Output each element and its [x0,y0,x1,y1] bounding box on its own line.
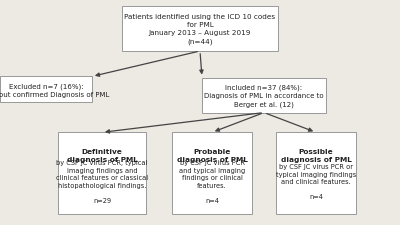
FancyBboxPatch shape [172,133,252,214]
Text: Definitive
diagnosis of PML: Definitive diagnosis of PML [66,149,138,162]
Text: by CSF JC virus PCR or
typical imaging findings
and clinical features.

n=4: by CSF JC virus PCR or typical imaging f… [276,163,356,199]
FancyBboxPatch shape [0,77,92,103]
Text: Patients identified using the ICD 10 codes
for PML
January 2013 – August 2019
(n: Patients identified using the ICD 10 cod… [124,14,276,44]
Text: Included n=37 (84%):
Diagnosis of PML in accordance to
Berger et al. (12): Included n=37 (84%): Diagnosis of PML in… [204,84,324,107]
FancyBboxPatch shape [58,133,146,214]
Text: by CSF JC virus PCR, typical
imaging findings and
clinical features or classical: by CSF JC virus PCR, typical imaging fin… [56,160,148,203]
FancyBboxPatch shape [122,7,278,52]
Text: Probable
diagnosis of PML: Probable diagnosis of PML [176,149,248,162]
Text: by CSF JC virus PCR
and typical imaging
findings or clinical
features.

n=4: by CSF JC virus PCR and typical imaging … [179,160,245,203]
Text: Excluded n=7 (16%):
Without confirmed Diagnosis of PML: Excluded n=7 (16%): Without confirmed Di… [0,83,109,97]
FancyBboxPatch shape [202,78,326,113]
Text: Possible
diagnosis of PML: Possible diagnosis of PML [280,149,352,162]
FancyBboxPatch shape [276,133,356,214]
